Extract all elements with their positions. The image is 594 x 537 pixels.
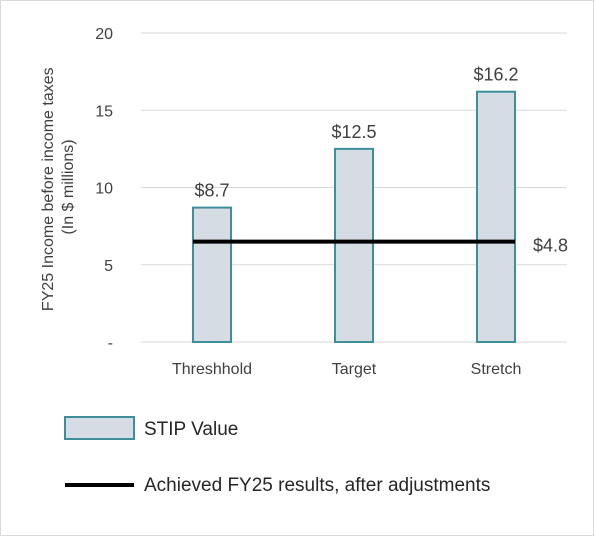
y-axis-label-line-1: FY25 Income before income taxes: [40, 67, 57, 311]
y-axis-ticks: - 5 10 15 20: [95, 26, 113, 352]
bars: [192, 90, 516, 343]
bar-threshhold: [192, 206, 232, 343]
legend-swatch-stip-value: [64, 416, 135, 440]
data-labels: $8.7 $12.5 $16.2: [194, 65, 518, 201]
category-label-target: Target: [332, 361, 377, 378]
category-label-stretch: Stretch: [471, 361, 522, 378]
legend-label-stip-value: STIP Value: [144, 419, 238, 440]
y-tick-label: 15: [95, 103, 113, 120]
y-axis-label: FY25 Income before income taxes (In $ mi…: [40, 63, 77, 311]
data-label-target: $12.5: [331, 122, 376, 142]
y-tick-label: 20: [95, 26, 113, 43]
data-label-threshhold: $8.7: [194, 181, 229, 201]
reference-line-group: $4.8: [193, 236, 568, 256]
legend: STIP Value Achieved FY25 results, after …: [64, 416, 490, 496]
x-axis-categories: Threshhold Target Stretch: [172, 361, 521, 378]
y-tick-label: 10: [95, 181, 113, 198]
data-label-stretch: $16.2: [473, 65, 518, 85]
legend-label-achieved: Achieved FY25 results, after adjustments: [144, 475, 490, 496]
y-tick-label: -: [108, 335, 113, 352]
y-tick-label: 5: [104, 258, 113, 275]
bar-target: [334, 147, 374, 343]
category-label-threshhold: Threshhold: [172, 361, 252, 378]
bar-stretch: [476, 90, 516, 343]
achieved-results-label: $4.8: [533, 236, 568, 256]
y-axis-label-line-2: (In $ millions): [60, 139, 77, 234]
